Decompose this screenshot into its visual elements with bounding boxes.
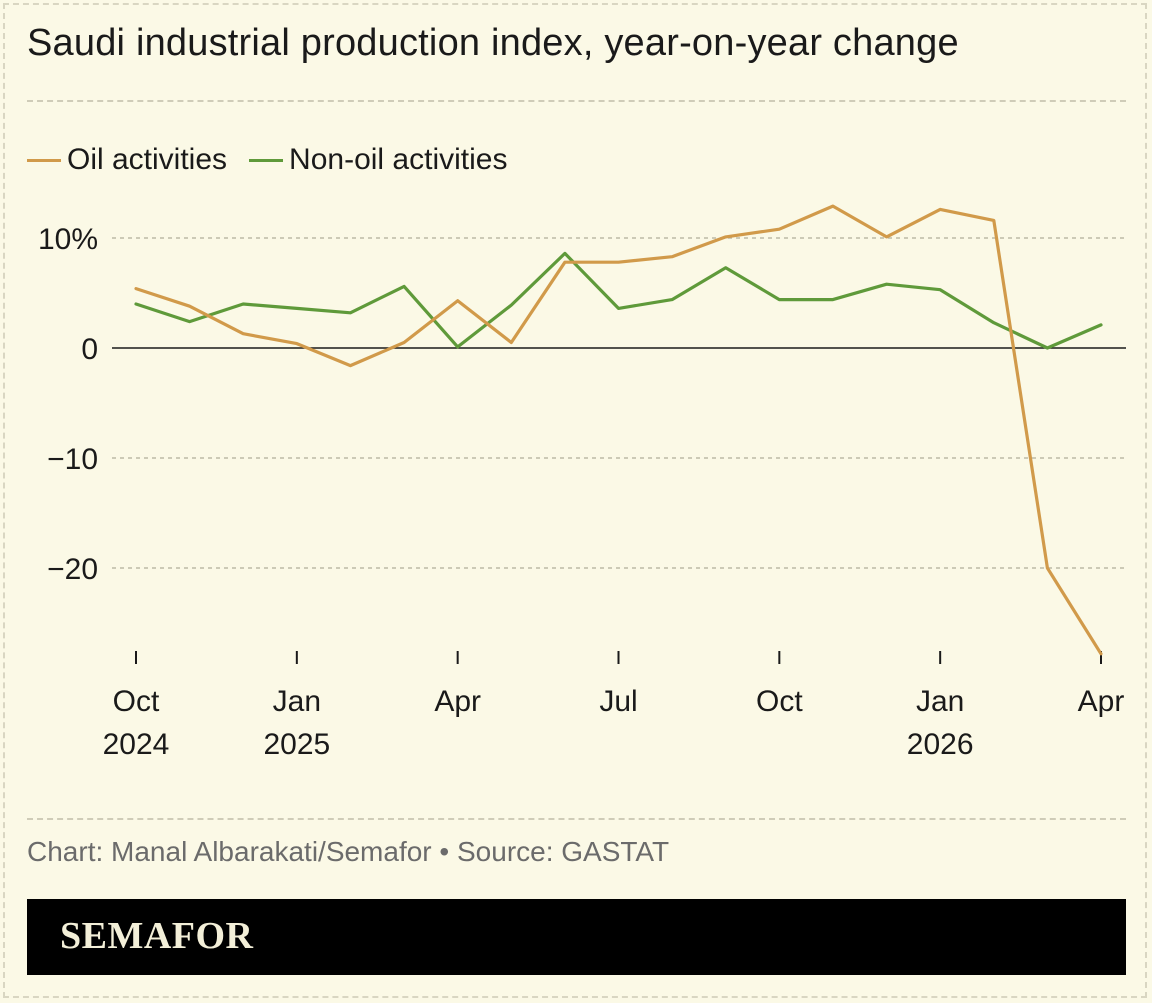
- x-tick-label: Oct: [756, 685, 803, 718]
- x-tick-label: Jan: [273, 685, 321, 718]
- brand-bar: [27, 899, 1126, 975]
- legend: Oil activities Non-oil activities: [27, 140, 507, 180]
- x-tick-year-label: 2025: [263, 728, 330, 761]
- chart-frame: [3, 3, 1147, 998]
- x-tick-label: Jul: [599, 685, 637, 718]
- legend-label-nonoil: Non-oil activities: [289, 143, 508, 176]
- bottom-divider: [27, 818, 1126, 820]
- legend-swatch-oil: [27, 158, 61, 162]
- chart-title: Saudi industrial production index, year-…: [27, 22, 959, 64]
- x-tick-year-label: 2024: [103, 728, 170, 761]
- x-tick-label: Apr: [434, 685, 481, 718]
- legend-label-oil: Oil activities: [67, 143, 228, 176]
- series-line-oil: [134, 204, 1103, 656]
- top-divider: [27, 100, 1126, 102]
- legend-item-nonoil: Non-oil activities: [249, 143, 507, 177]
- legend-swatch-nonoil: [249, 158, 284, 162]
- y-tick-label: −20: [47, 553, 98, 586]
- series-line-nonoil: [134, 251, 1103, 350]
- y-tick-label: 0: [81, 333, 98, 366]
- source-credit: Chart: Manal Albarakati/Semafor • Source…: [27, 836, 670, 867]
- x-tick-label: Oct: [113, 685, 160, 718]
- brand-logo: SEMAFOR: [60, 915, 254, 957]
- y-tick-label: 10%: [38, 223, 98, 256]
- y-tick-label: −10: [47, 443, 98, 476]
- x-tick-label: Apr: [1078, 685, 1125, 718]
- x-tick-label: Jan: [916, 685, 964, 718]
- x-tick-year-label: 2026: [907, 728, 974, 761]
- legend-item-oil: Oil activities: [27, 143, 227, 177]
- line-chart: 10% 0 −10 −20 Oct 2024 Jan 2025 Apr Jul Oct Jan 2026…: [38, 204, 1126, 761]
